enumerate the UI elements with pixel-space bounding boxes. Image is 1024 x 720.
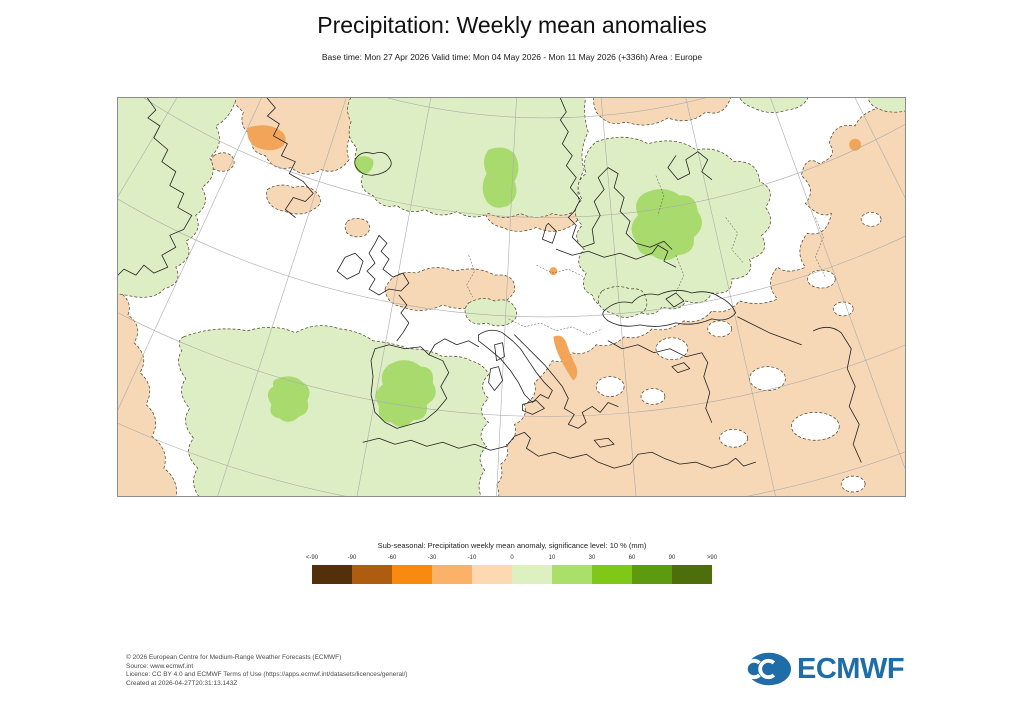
legend-color-segment	[592, 565, 632, 584]
coastline-caspian	[812, 326, 862, 463]
legend-color-segment	[552, 565, 592, 584]
legend-color-segment	[672, 565, 712, 584]
legend-tick-label: -90	[347, 555, 357, 561]
coastline-white-sea	[667, 151, 713, 180]
coastline-greenland	[118, 98, 193, 276]
legend-color-segment	[432, 565, 472, 584]
legend-tick-label: 10	[548, 555, 556, 561]
graticule-layer	[118, 98, 905, 496]
footer-line: Licence: CC BY 4.0 and ECMWF Terms of Us…	[126, 671, 408, 678]
anomaly-negative-core-spot	[549, 267, 558, 276]
footer-line: © 2026 European Centre for Medium-Range …	[126, 654, 342, 661]
coastline-north-africa	[362, 431, 756, 469]
coastline-corsica	[494, 342, 505, 362]
coastline-ireland	[336, 252, 364, 280]
legend-colorbar	[312, 565, 712, 584]
legend-tick-label: 0	[510, 555, 514, 561]
anomaly-negative-atlantic-blob	[210, 152, 235, 172]
anomaly-positive-core-russia	[631, 188, 702, 261]
coastline-crimea	[665, 292, 685, 308]
anomaly-positive-core-atlantic	[267, 376, 310, 422]
coastline-denmark	[541, 222, 557, 244]
coastline-black-sea	[602, 290, 737, 327]
anomaly-negative-atlantic-blob	[344, 218, 370, 238]
legend-tick-label: -10	[467, 555, 477, 561]
footer-line: Source: www.ecmwf.int	[126, 662, 194, 670]
legend-tick-label: 60	[628, 555, 636, 561]
legend-tick-label: -60	[387, 555, 397, 561]
anomaly-positive-core-spain	[375, 360, 436, 427]
coastline-mediterranean-france	[428, 338, 480, 356]
legend-color-segment	[512, 565, 552, 584]
legend-scale: <-90 -90 -60 -30 -10 0 10 30 60 90 >90	[306, 555, 717, 584]
coastline-france-biscay	[396, 294, 410, 342]
coastline-cyprus	[671, 362, 691, 374]
legend-tick-label: -30	[427, 555, 437, 561]
coastline-great-britain	[366, 234, 410, 296]
anomaly-negative-core-spot	[849, 138, 862, 151]
ecmwf-logo-text: ECMWF	[797, 652, 905, 685]
anomaly-positive-greenland	[118, 98, 237, 298]
ecmwf-logo: ECMWF	[746, 650, 905, 688]
anomaly-fill-layer	[118, 98, 905, 496]
legend-tick-label: 30	[588, 555, 596, 561]
anomaly-positive-core-iceland	[354, 156, 374, 175]
coastline-caucasus	[737, 316, 802, 346]
anomaly-neutral-holes	[595, 212, 882, 493]
legend-color-segment	[352, 565, 392, 584]
anomaly-positive-ne-corner	[867, 98, 905, 113]
anomaly-positive-nordic	[347, 98, 589, 218]
footer-attribution: © 2026 European Centre for Medium-Range …	[126, 654, 408, 688]
coastline-greenland-east	[266, 98, 314, 218]
legend-ticks: <-90 -90 -60 -30 -10 0 10 30 60 90 >90	[306, 555, 717, 565]
anomaly-positive-corsica	[464, 298, 518, 327]
legend-color-segment	[632, 565, 672, 584]
border-layer	[466, 175, 826, 336]
coastline-iceland	[354, 152, 392, 176]
coastline-sicily	[522, 400, 545, 415]
coastline-italy	[478, 329, 553, 403]
legend-tick-label: <-90	[305, 555, 319, 561]
coastline-balkans-greece	[514, 334, 619, 429]
coastline-baltic-south	[555, 244, 677, 268]
anomaly-negative-core-albania	[553, 335, 578, 381]
anomaly-positive-core-sweden	[482, 147, 519, 208]
coastline-crete	[593, 437, 615, 448]
anomaly-negative-east-southeast	[496, 102, 905, 496]
anomaly-negative-west-edge	[118, 290, 177, 496]
coastline-scandinavia	[559, 98, 673, 250]
anomaly-negative-arctic-band	[593, 98, 731, 126]
coastline-sardinia	[488, 366, 503, 391]
footer-line: Created at 2026-04-27T20:31:13.143Z	[126, 679, 238, 687]
legend-color-segment	[392, 565, 432, 584]
page-subtitle: Base time: Mon 27 Apr 2026 Valid time: M…	[321, 52, 703, 62]
coastline-iberia	[370, 344, 450, 429]
legend-title: Sub-seasonal: Precipitation weekly mean …	[377, 541, 647, 550]
map-frame	[117, 97, 906, 497]
legend-tick-label: 90	[668, 555, 676, 561]
coastline-layer	[118, 98, 862, 469]
legend-color-segment	[472, 565, 512, 584]
ecmwf-logo-icon	[746, 652, 792, 686]
legend-tick-label: >90	[706, 555, 718, 561]
anomaly-negative-atlantic-blob	[266, 184, 321, 215]
europe-anomaly-map	[118, 98, 905, 496]
page-title: Precipitation: Weekly mean anomalies	[317, 12, 707, 38]
coastline-anatolia-levant	[607, 340, 713, 423]
anomaly-negative-denmark-strait	[231, 98, 356, 175]
legend-color-segment	[312, 565, 352, 584]
anomaly-negative-core-greenland-coast	[247, 125, 286, 151]
anomaly-positive-arctic-patch	[739, 98, 809, 113]
